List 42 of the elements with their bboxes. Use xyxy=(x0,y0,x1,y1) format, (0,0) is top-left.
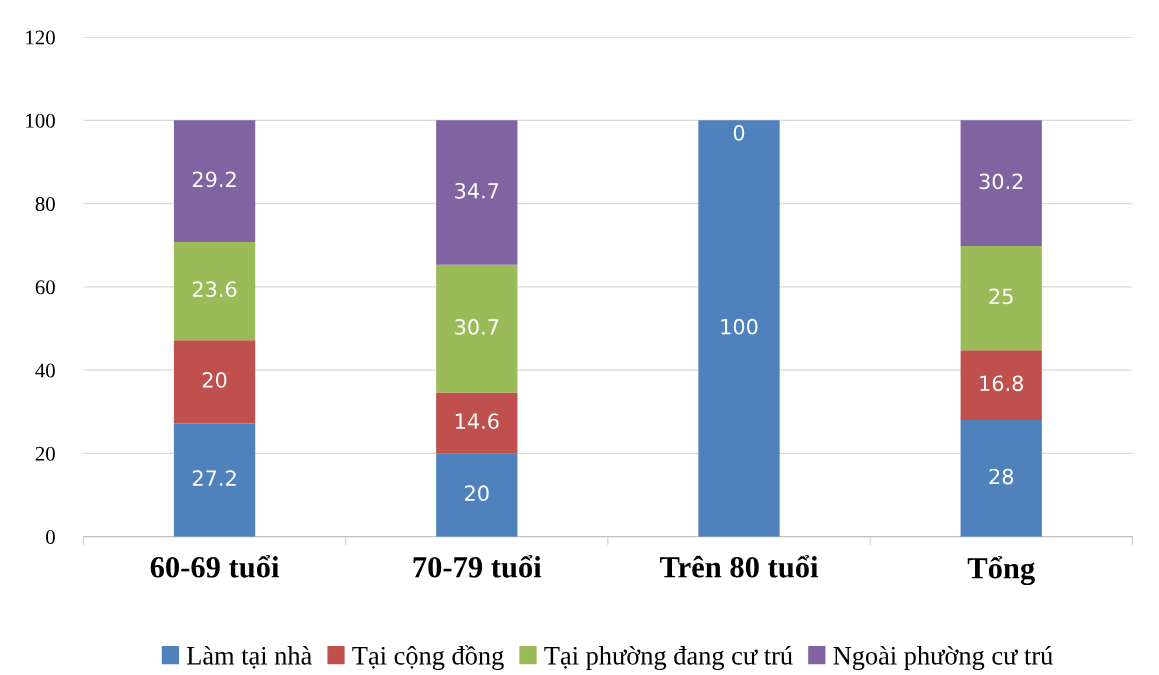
bar xyxy=(173,120,256,242)
data-label: 30.7 xyxy=(455,318,499,335)
data-label: 20 xyxy=(465,485,489,502)
bar xyxy=(698,120,780,537)
y-tick-label: 20 xyxy=(35,446,55,461)
data-label: 34.7 xyxy=(455,182,499,199)
data-label: 29.2 xyxy=(192,171,236,188)
y-tick-label: 40 xyxy=(35,363,55,378)
x-tick-label: 70-79 tuổi xyxy=(413,555,542,578)
legend-label: Tại phường đang cư trú xyxy=(544,646,793,671)
data-label: 14.6 xyxy=(455,413,499,430)
data-label: 30.2 xyxy=(979,173,1023,190)
bar xyxy=(960,350,1042,421)
data-label: 23.6 xyxy=(192,281,237,298)
data-label: 28 xyxy=(989,468,1014,485)
data-label: 25 xyxy=(989,288,1013,305)
x-tick-label: Tổng xyxy=(967,556,1035,586)
y-tick-label: 80 xyxy=(35,197,55,212)
y-tick-label: 0 xyxy=(46,530,55,545)
y-tick-label: 60 xyxy=(35,280,55,295)
legend-label: Tại cộng đồng xyxy=(352,645,504,671)
legend-label: Làm tại nhà xyxy=(186,646,312,669)
x-tick-label: Trên 80 tuổi xyxy=(659,555,819,578)
bar xyxy=(173,241,256,341)
data-label: 20 xyxy=(202,372,227,388)
y-tick-label: 120 xyxy=(26,30,55,45)
legend-label: Ngoài phường cư trú xyxy=(833,646,1053,671)
x-tick-label: 60-69 tuổi xyxy=(150,555,280,578)
bar xyxy=(173,423,256,537)
bar xyxy=(960,420,1042,537)
bar xyxy=(436,120,518,265)
bar xyxy=(436,392,518,454)
bar xyxy=(436,264,518,393)
y-tick-label: 100 xyxy=(26,113,55,128)
bar xyxy=(960,120,1042,247)
bar xyxy=(173,340,256,424)
bar xyxy=(960,246,1042,351)
data-label: 27.2 xyxy=(192,470,236,486)
data-label: 16.8 xyxy=(980,375,1023,392)
data-label: 100 xyxy=(721,318,758,335)
data-label: 0 xyxy=(733,124,745,141)
bar xyxy=(436,453,518,537)
